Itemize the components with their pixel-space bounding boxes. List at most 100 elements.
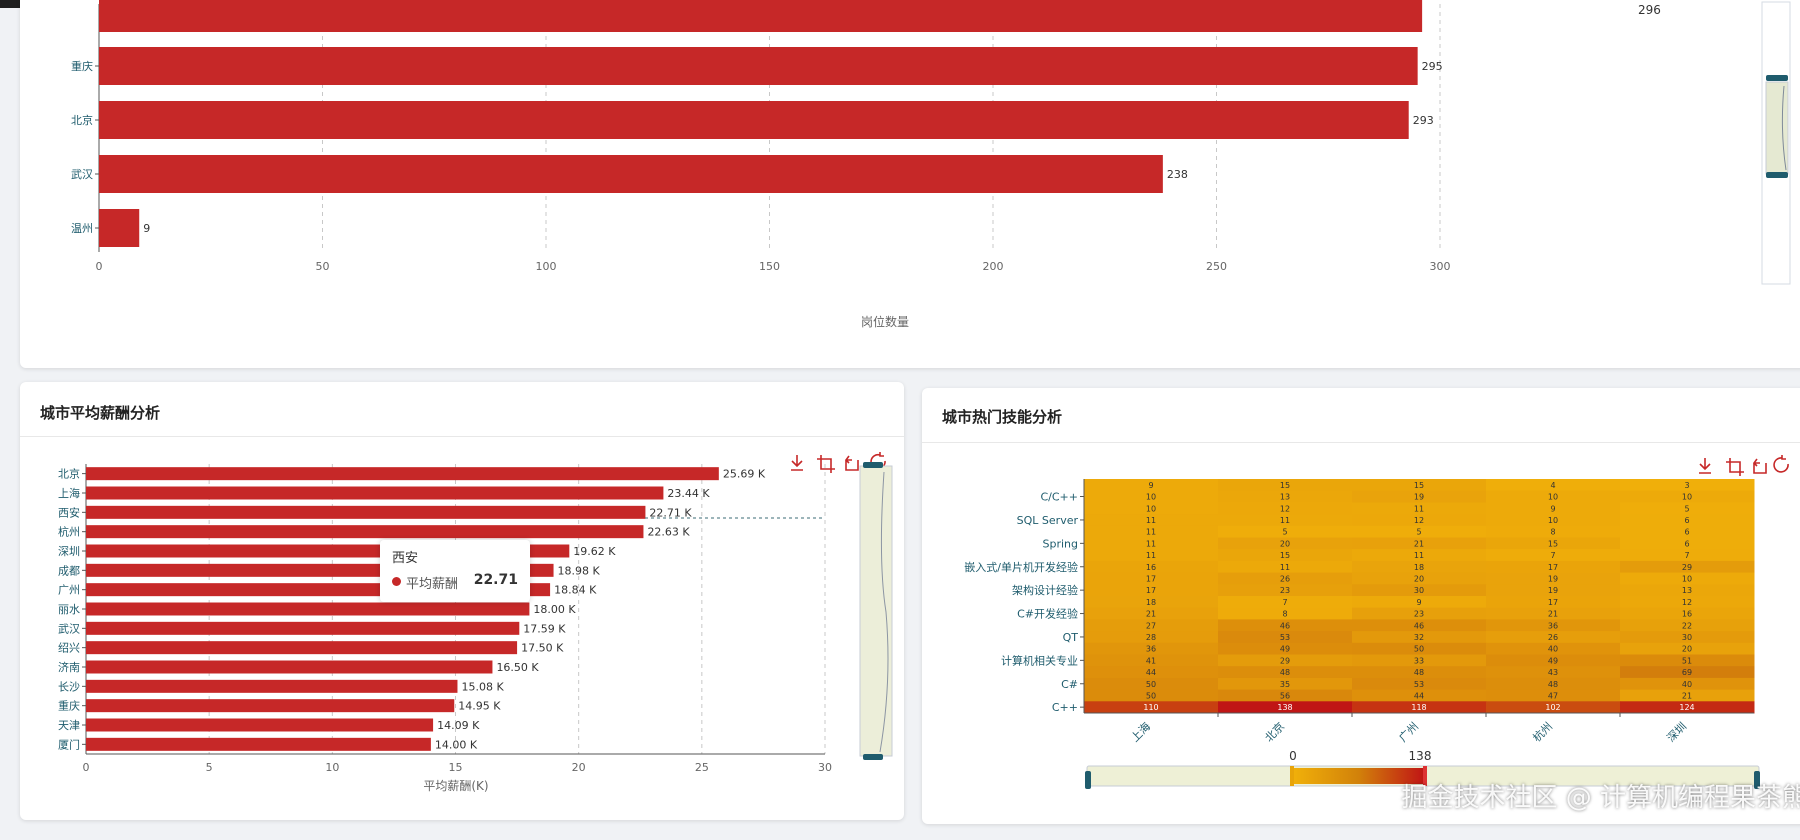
heatmap-cell-value: 17 — [1146, 586, 1156, 595]
heatmap-cell — [1352, 689, 1487, 702]
bar-value-label: 18.98 K — [558, 564, 601, 577]
heatmap-cell — [1352, 666, 1487, 679]
heatmap-cell — [1218, 642, 1353, 655]
heatmap-cell-value: 50 — [1146, 691, 1156, 700]
heatmap-cell — [1218, 607, 1353, 620]
y-tick-label: Spring — [1043, 537, 1079, 550]
range-handle-left[interactable] — [1290, 766, 1294, 786]
bar — [86, 525, 644, 539]
bar — [86, 737, 431, 751]
heatmap-cell — [1620, 654, 1755, 667]
heatmap-cell — [1620, 549, 1755, 562]
heatmap-cell-value: 6 — [1684, 516, 1689, 525]
bar — [86, 602, 530, 616]
heatmap-cell — [1352, 596, 1487, 609]
slider-handle-top[interactable] — [863, 462, 883, 468]
heatmap-cell-value: 49 — [1280, 645, 1290, 654]
heatmap-cell-value: 10 — [1682, 493, 1692, 502]
heatmap-cell-value: 20 — [1414, 574, 1424, 583]
heatmap-cell — [1486, 607, 1621, 620]
heatmap-cell — [1352, 572, 1487, 585]
bar-value-label: 295 — [1422, 60, 1443, 73]
download-icon[interactable] — [791, 455, 803, 471]
y-tick-label: 天津 — [58, 719, 80, 732]
heatmap-cell — [1084, 560, 1219, 574]
heatmap-cell-value: 11 — [1280, 516, 1290, 525]
heatmap-cell-value: 18 — [1414, 563, 1424, 572]
heatmap-cell-value: 10 — [1548, 516, 1558, 525]
bar-value-label: 14.09 K — [437, 719, 480, 732]
heatmap-cell — [1620, 525, 1755, 538]
x-tick-label: 30 — [818, 761, 832, 774]
card-divider — [922, 442, 1800, 443]
zoom-select-icon[interactable] — [1726, 458, 1744, 476]
download-icon[interactable] — [1699, 458, 1711, 474]
heatmap-cell-value: 19 — [1548, 574, 1558, 583]
heatmap-cell-value: 22 — [1682, 621, 1692, 630]
x-tick-label: 广州 — [1396, 720, 1421, 745]
heatmap-cell-value: 46 — [1414, 621, 1424, 630]
x-tick-label: 上海 — [1128, 719, 1153, 744]
heatmap-cell — [1084, 572, 1219, 585]
zoom-reset-icon[interactable] — [844, 455, 859, 471]
heatmap-cell-value: 20 — [1682, 645, 1692, 654]
heatmap-cell — [1084, 689, 1219, 702]
bar-partial-top — [99, 0, 1423, 32]
heatmap-cell-value: 43 — [1548, 668, 1558, 677]
y-tick-label: C++ — [1052, 701, 1078, 714]
zoom-reset-icon[interactable] — [1752, 458, 1767, 474]
card-title: 城市平均薪酬分析 — [40, 404, 161, 422]
heatmap-cell — [1352, 537, 1487, 550]
x-tick-label: 杭州 — [1530, 719, 1555, 744]
heatmap-cell-value: 23 — [1414, 610, 1424, 619]
heatmap-cell — [1486, 619, 1621, 632]
heatmap-cell-value: 30 — [1682, 633, 1692, 642]
slider-handle-top[interactable] — [1766, 75, 1788, 81]
heatmap-cell-value: 50 — [1146, 680, 1156, 689]
heatmap-cell-value: 10 — [1146, 493, 1156, 502]
heatmap-cell-value: 26 — [1280, 574, 1290, 583]
bar — [99, 209, 140, 247]
heatmap-cell-value: 4 — [1550, 481, 1555, 490]
heatmap-cell — [1620, 596, 1755, 609]
heatmap-cell-value: 51 — [1682, 656, 1692, 665]
visual-map-range — [1292, 768, 1424, 784]
visual-map-slider[interactable]: 0 138 — [1085, 749, 1760, 789]
heatmap-cell — [1620, 689, 1755, 702]
range-handle-right[interactable] — [1423, 766, 1427, 786]
heatmap-cell-value: 48 — [1548, 680, 1558, 689]
restore-icon[interactable] — [1773, 455, 1789, 473]
y-tick-label: 重庆 — [71, 59, 93, 73]
heatmap-cell-value: 17 — [1548, 563, 1558, 572]
vertical-datazoom-slider[interactable] — [859, 462, 893, 760]
heatmap-cell-value: 44 — [1414, 691, 1424, 700]
heatmap-cell-value: 9 — [1416, 598, 1421, 607]
heatmap-cell — [1620, 607, 1755, 620]
x-tick-label: 300 — [1430, 260, 1451, 273]
visual-map-handle-min[interactable] — [1085, 771, 1091, 789]
vertical-datazoom-slider[interactable] — [1761, 1, 1791, 285]
heatmap-cell — [1084, 666, 1219, 679]
bar — [86, 679, 458, 693]
heatmap-cell-value: 40 — [1548, 645, 1558, 654]
zoom-select-icon[interactable] — [817, 455, 835, 473]
heatmap-cell — [1218, 701, 1353, 714]
heatmap-cell — [1486, 596, 1621, 609]
slider-handle-bottom[interactable] — [863, 754, 883, 760]
heatmap-cell — [1084, 537, 1219, 550]
slider-handle-bottom[interactable] — [1766, 172, 1788, 178]
heatmap-cell — [1084, 596, 1219, 609]
heatmap-cell — [1218, 584, 1353, 597]
heatmap-cell-value: 26 — [1548, 633, 1558, 642]
heatmap-cell — [1486, 549, 1621, 562]
y-tick-label: 上海 — [58, 486, 80, 500]
y-tick-label: 广州 — [58, 584, 80, 597]
visual-map-handle-max[interactable] — [1754, 771, 1760, 789]
heatmap-cell — [1352, 479, 1487, 492]
x-tick-label: 0 — [83, 761, 90, 774]
heatmap-cell-value: 32 — [1414, 633, 1424, 642]
heatmap-cell-value: 11 — [1146, 516, 1156, 525]
y-tick-label: 北京 — [58, 467, 80, 481]
heatmap-cell-value: 49 — [1548, 656, 1558, 665]
x-tick-label: 100 — [536, 260, 557, 273]
